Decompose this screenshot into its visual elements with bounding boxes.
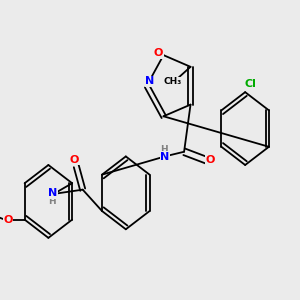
Text: N: N xyxy=(48,188,58,198)
Text: O: O xyxy=(3,214,13,225)
Text: CH₃: CH₃ xyxy=(164,77,182,86)
Text: O: O xyxy=(205,155,214,165)
Text: N: N xyxy=(160,152,170,162)
Text: O: O xyxy=(70,154,79,165)
Text: Cl: Cl xyxy=(244,79,256,88)
Text: O: O xyxy=(154,48,163,58)
Text: H: H xyxy=(48,197,56,206)
Text: H: H xyxy=(160,145,168,154)
Text: N: N xyxy=(146,76,154,86)
